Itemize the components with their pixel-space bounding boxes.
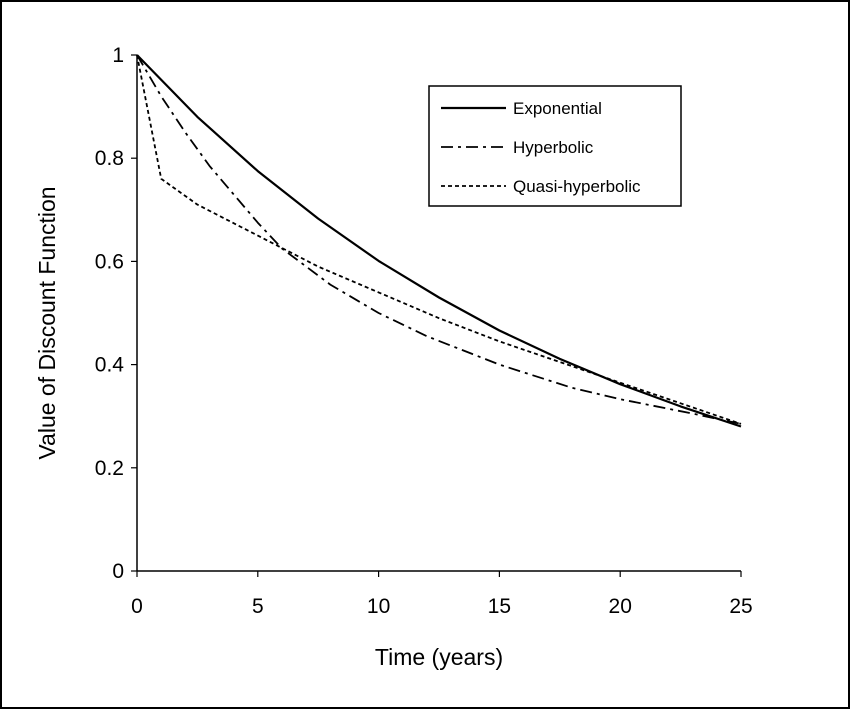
x-tick-label: 0 [131, 595, 143, 618]
x-axis-title: Time (years) [375, 644, 503, 670]
y-tick-label: 0.2 [95, 457, 124, 480]
series-line-quasi-hyperbolic [136, 54, 742, 425]
x-tick-label: 5 [252, 595, 264, 618]
x-tick-label: 25 [729, 595, 752, 618]
axes [131, 54, 742, 577]
y-tick-label: 0.8 [95, 147, 124, 170]
y-tick-label: 0 [112, 560, 124, 583]
x-tick-label: 20 [609, 595, 632, 618]
tick-labels: 0 5 10 15 20 25 0 0.2 0.4 0.6 0.8 1 [95, 44, 753, 618]
x-tick-label: 10 [367, 595, 390, 618]
y-tick-label: 0.6 [95, 250, 124, 273]
legend: Exponential Hyperbolic Quasi-hyperbolic [428, 85, 682, 207]
legend-label-hyperbolic: Hyperbolic [513, 138, 594, 157]
y-tick-label: 0.4 [95, 354, 125, 377]
x-tick-label: 15 [488, 595, 511, 618]
y-axis-title: Value of Discount Function [34, 186, 60, 459]
series-line-exponential [136, 54, 742, 428]
series-line-hyperbolic [136, 54, 742, 425]
y-tick-label: 1 [112, 44, 124, 67]
legend-label-quasi-hyperbolic: Quasi-hyperbolic [513, 177, 641, 196]
series-lines [136, 54, 742, 428]
legend-label-exponential: Exponential [513, 99, 602, 118]
